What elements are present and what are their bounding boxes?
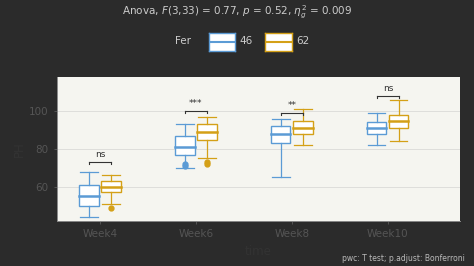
Text: pwc: T test; p.adjust: Bonferroni: pwc: T test; p.adjust: Bonferroni [342, 254, 465, 263]
Text: ***: *** [189, 99, 203, 108]
Bar [101, 181, 121, 192]
Text: **: ** [287, 101, 296, 110]
Text: Anova, $F$(3,33) = 0.77, $p$ = 0.52, $\eta^2_g$ = 0.009: Anova, $F$(3,33) = 0.77, $p$ = 0.52, $\e… [122, 4, 352, 21]
Bar [367, 123, 386, 134]
Y-axis label: PH: PH [13, 141, 26, 157]
Bar [175, 136, 194, 155]
Bar [197, 124, 217, 139]
Text: ns: ns [383, 84, 393, 93]
Text: ns: ns [95, 150, 105, 159]
Bar [389, 115, 409, 128]
Bar [80, 185, 99, 206]
Text: 62: 62 [296, 36, 310, 46]
X-axis label: time: time [245, 245, 272, 258]
Text: Fer: Fer [175, 36, 191, 46]
Text: 46: 46 [239, 36, 253, 46]
Bar [293, 120, 312, 134]
Bar [271, 126, 291, 143]
